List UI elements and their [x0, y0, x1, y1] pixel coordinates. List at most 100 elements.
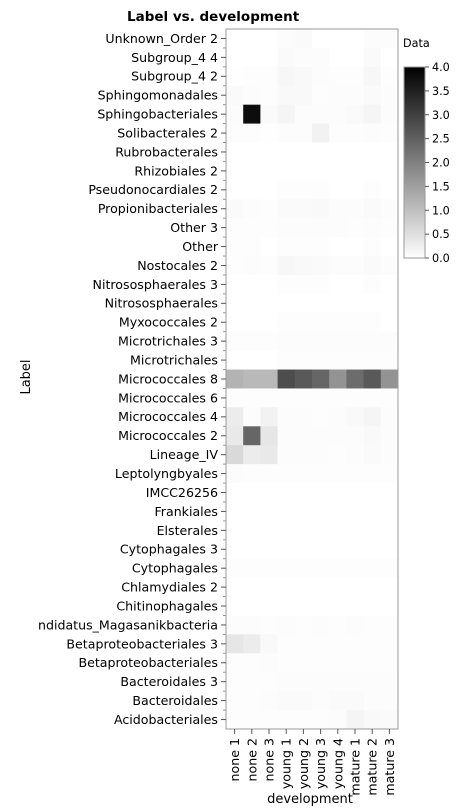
heatmap-cell [346, 104, 364, 124]
y-tick-label: Solibacterales 2 [117, 125, 218, 140]
heatmap-cell [346, 350, 364, 370]
heatmap-cell [346, 123, 364, 143]
heatmap-cell [294, 483, 313, 503]
heatmap-cell [380, 123, 399, 143]
y-axis: Unknown_Order 2 Subgroup_4 4 Subgroup_4 2 S… [38, 31, 226, 727]
heatmap-cell [346, 539, 364, 560]
y-tick-label: Other 3 [170, 220, 218, 235]
heatmap-cell [363, 445, 382, 465]
heatmap-cell [243, 29, 261, 49]
heatmap-cell [294, 501, 313, 522]
heatmap-cell [260, 104, 278, 124]
heatmap-cell [294, 312, 313, 333]
heatmap-cell [243, 312, 261, 333]
legend-tick-label: 0.0 [432, 252, 450, 265]
heatmap-cell [312, 350, 330, 370]
heatmap-cell [277, 520, 296, 541]
heatmap-cell [243, 180, 261, 200]
legend-tick-label: 3.0 [432, 109, 450, 122]
heatmap-cell [243, 520, 261, 541]
heatmap-cell [312, 577, 330, 597]
heatmap-cell [312, 66, 330, 87]
heatmap-cell [346, 501, 364, 522]
heatmap-cell [380, 691, 399, 711]
heatmap-cell [226, 691, 244, 711]
heatmap-cell [226, 407, 244, 427]
heatmap-cell [260, 426, 278, 446]
heatmap-cell [294, 691, 313, 711]
heatmap-cell [329, 180, 347, 200]
heatmap-cell [277, 312, 296, 333]
heatmap-cell [277, 558, 296, 579]
heatmap-cell [226, 596, 244, 616]
heatmap-cell [226, 350, 244, 370]
y-tick-label: Microtrichales 3 [118, 334, 218, 349]
heatmap-cell [226, 634, 244, 654]
heatmap-cell [243, 501, 261, 522]
y-tick-label: Lineage_IV [150, 447, 219, 462]
heatmap-cell [312, 161, 330, 181]
heatmap-cell [312, 274, 330, 295]
heatmap-cell [329, 691, 347, 711]
heatmap-cell [226, 445, 244, 465]
heatmap-cell [277, 483, 296, 503]
heatmap-cell [346, 161, 364, 181]
y-tick-label: Betaproteobacteriales [78, 655, 218, 670]
heatmap-cell [363, 66, 382, 87]
heatmap-cell [329, 274, 347, 295]
heatmap-cell [329, 161, 347, 181]
heatmap-cell [363, 501, 382, 522]
heatmap-cell [294, 66, 313, 87]
heatmap-cell [380, 142, 399, 162]
heatmap-cell [277, 350, 296, 370]
heatmap-cell [294, 293, 313, 314]
heatmap-cell [260, 407, 278, 427]
heatmap-cell [260, 180, 278, 200]
heatmap-cell [312, 180, 330, 200]
heatmap-cell [277, 66, 296, 87]
heatmap-cell [346, 312, 364, 333]
heatmap-cell [226, 85, 244, 106]
heatmap-cell [329, 445, 347, 465]
heatmap-cell [312, 218, 330, 238]
heatmap-cell [329, 672, 347, 692]
heatmap-cell [294, 85, 313, 106]
heatmap-cell [329, 47, 347, 68]
heatmap-cell [346, 66, 364, 87]
x-tick-label: none 3 [262, 738, 277, 781]
heatmap-cell [226, 331, 244, 352]
heatmap-cell [380, 256, 399, 276]
heatmap-cell [380, 520, 399, 541]
heatmap-cell [277, 407, 296, 427]
heatmap-cell [277, 426, 296, 446]
x-tick-label: young 1 [279, 738, 294, 789]
heatmap-cell [363, 274, 382, 295]
heatmap-cell [346, 256, 364, 276]
y-tick-label: Frankiales [154, 504, 218, 519]
heatmap-cell [346, 388, 364, 408]
y-tick-label: Elsterales [157, 523, 218, 538]
heatmap-cell [363, 161, 382, 181]
heatmap-cell [312, 47, 330, 68]
heatmap-cell [380, 388, 399, 408]
y-tick-label: Subgroup_4 2 [131, 69, 218, 84]
heatmap-cell [329, 501, 347, 522]
heatmap-cell [346, 331, 364, 352]
heatmap-cell [346, 218, 364, 238]
heatmap-cell [277, 199, 296, 219]
heatmap-cell [312, 256, 330, 276]
heatmap-cell [226, 218, 244, 238]
heatmap-cell [226, 199, 244, 219]
heatmap-cell [380, 161, 399, 181]
y-tick-label: Nitrososphaerales 3 [93, 277, 218, 292]
heatmap-cell [380, 85, 399, 106]
heatmap-cell [329, 123, 347, 143]
heatmap-cell [277, 331, 296, 352]
heatmap-cell [312, 558, 330, 579]
heatmap-cell [346, 237, 364, 257]
heatmap-cell [260, 615, 278, 635]
heatmap-cell [380, 293, 399, 314]
heatmap-cell [260, 293, 278, 314]
heatmap-cell [277, 539, 296, 560]
y-tick-label: Bacteroidales [132, 693, 218, 708]
